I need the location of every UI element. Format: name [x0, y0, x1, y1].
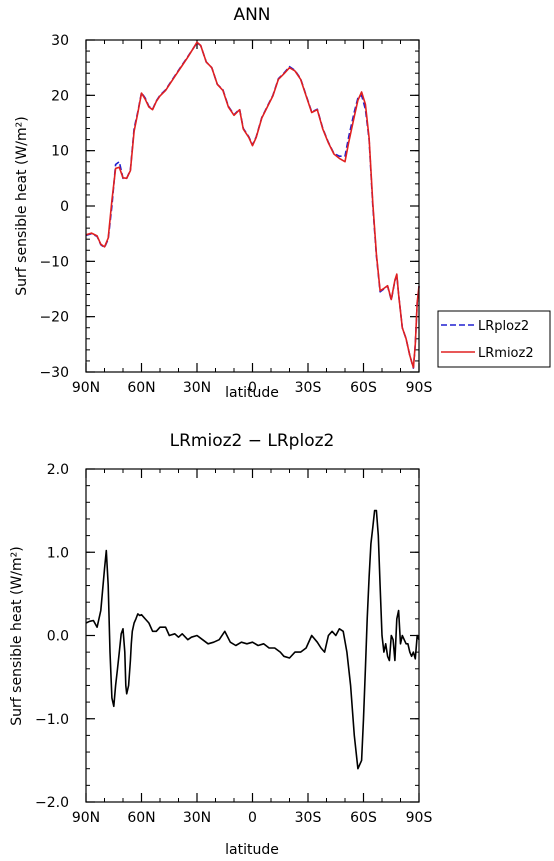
top-panel-y-tick-label: −30 — [39, 365, 69, 381]
bottom-panel-x-tick-label: 30N — [183, 810, 211, 826]
legend: LRploz2 LRmioz2 — [437, 310, 551, 368]
top-panel-x-tick-label: 30S — [295, 380, 322, 396]
bottom-panel-title: LRmioz2 − LRploz2 — [170, 431, 335, 451]
bottom-panel-x-tick-label: 60S — [350, 810, 377, 826]
bottom-panel-x-tick-label: 90S — [406, 810, 433, 826]
bottom-panel-series — [85, 509, 420, 770]
top-panel: ANN 90N 60N 30N 0 30S 60S 90S3020100−10−20−30 … — [14, 5, 551, 401]
top-panel-series-lrmioz2 — [85, 41, 420, 369]
bottom-panel-tick-labels: 90N 60N 30N 0 30S 60S 90S 2.0 1.0 0.0 −1.0 −2.0 — [35, 462, 432, 826]
top-panel-x-axis-label: latitude — [225, 385, 279, 401]
top-panel-y-tick-label: 10 — [51, 144, 69, 160]
bottom-panel-x-tick-label: 90N — [72, 810, 100, 826]
top-panel-y-tick-label: −20 — [39, 310, 69, 326]
top-panel-ticks — [85, 39, 420, 373]
top-panel-x-tick-label: 60S — [350, 380, 377, 396]
top-panel-x-tick-label: 60N — [127, 380, 155, 396]
legend-label-lrmioz2: LRmioz2 — [478, 346, 534, 361]
bottom-panel: LRmioz2 − LRploz2 90N 60N 30N 0 30S 60S 90S 2.0… — [9, 431, 432, 858]
top-panel-y-tick-label: 0 — [60, 199, 69, 215]
bottom-panel-y-tick-label: 0.0 — [47, 629, 69, 645]
top-panel-y-tick-label: −10 — [39, 254, 69, 270]
top-panel-series — [85, 41, 420, 369]
bottom-panel-x-tick-label: 60N — [127, 810, 155, 826]
top-panel-x-tick-label: 90S — [406, 380, 433, 396]
bottom-panel-ticks — [85, 468, 420, 803]
bottom-panel-series-difference — [85, 509, 420, 770]
top-panel-plot-frame — [85, 39, 420, 373]
bottom-panel-y-tick-label: 1.0 — [47, 545, 69, 561]
top-panel-x-tick-label: 0 — [248, 380, 257, 396]
legend-box — [437, 310, 551, 368]
bottom-panel-y-tick-label: 2.0 — [47, 462, 69, 478]
top-panel-y-tick-label: 20 — [51, 88, 69, 104]
legend-label-lrploz2: LRploz2 — [478, 319, 529, 334]
top-panel-x-tick-label: 90N — [72, 380, 100, 396]
bottom-panel-y-axis-label: Surf sensible heat (W/m²) — [9, 546, 25, 725]
bottom-panel-plot-frame — [85, 468, 420, 803]
bottom-panel-x-tick-label: 0 — [248, 810, 257, 826]
top-panel-tick-labels: 90N 60N 30N 0 30S 60S 90S 30 20 10 0 −10 −20 −30 — [39, 33, 432, 396]
top-panel-y-axis-label: Surf sensible heat (W/m²) — [14, 116, 30, 295]
bottom-panel-y-tick-label: −1.0 — [35, 712, 69, 728]
top-panel-x-tick-label: 30N — [183, 380, 211, 396]
bottom-panel-x-tick-label: 30S — [295, 810, 322, 826]
top-panel-series-lrploz2 — [85, 41, 420, 369]
top-panel-title: ANN — [233, 5, 270, 25]
bottom-panel-y-tick-label: −2.0 — [35, 795, 69, 811]
bottom-panel-x-axis-label: latitude — [225, 842, 279, 858]
top-panel-y-tick-label: 30 — [51, 33, 69, 49]
